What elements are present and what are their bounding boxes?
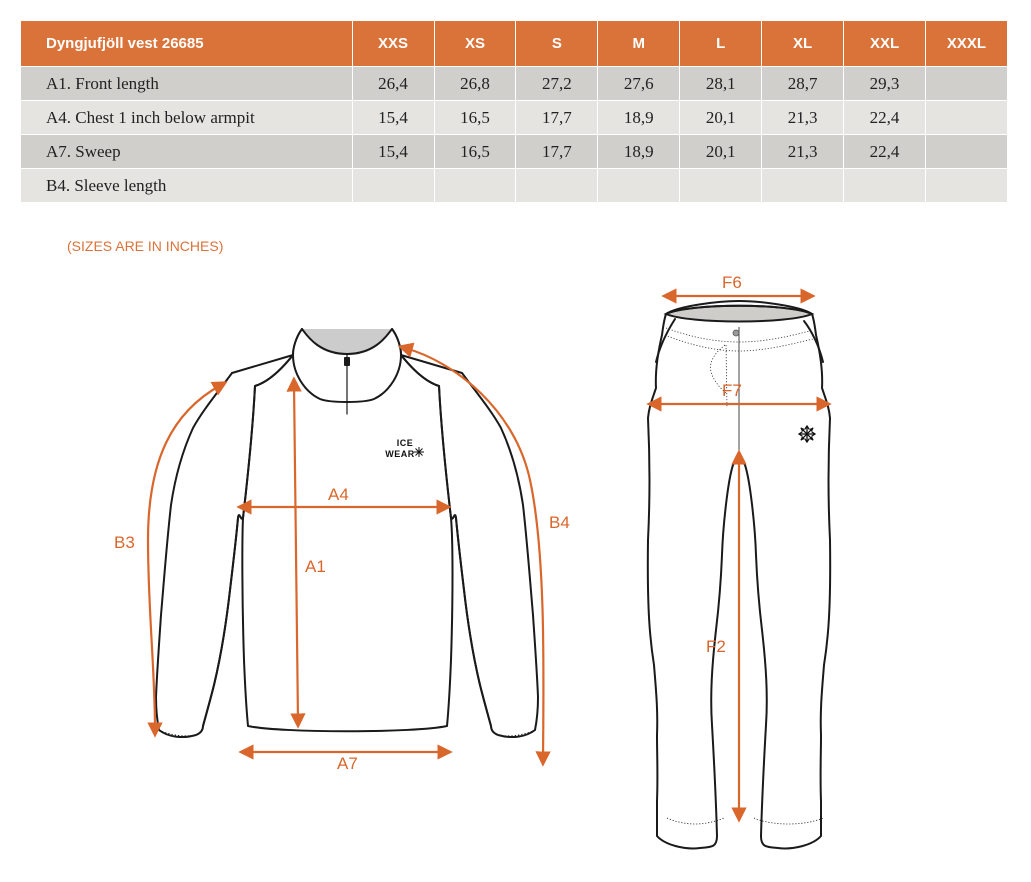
svg-text:F6: F6 bbox=[722, 273, 742, 292]
svg-text:F2: F2 bbox=[706, 637, 726, 656]
svg-text:F7: F7 bbox=[722, 381, 742, 400]
